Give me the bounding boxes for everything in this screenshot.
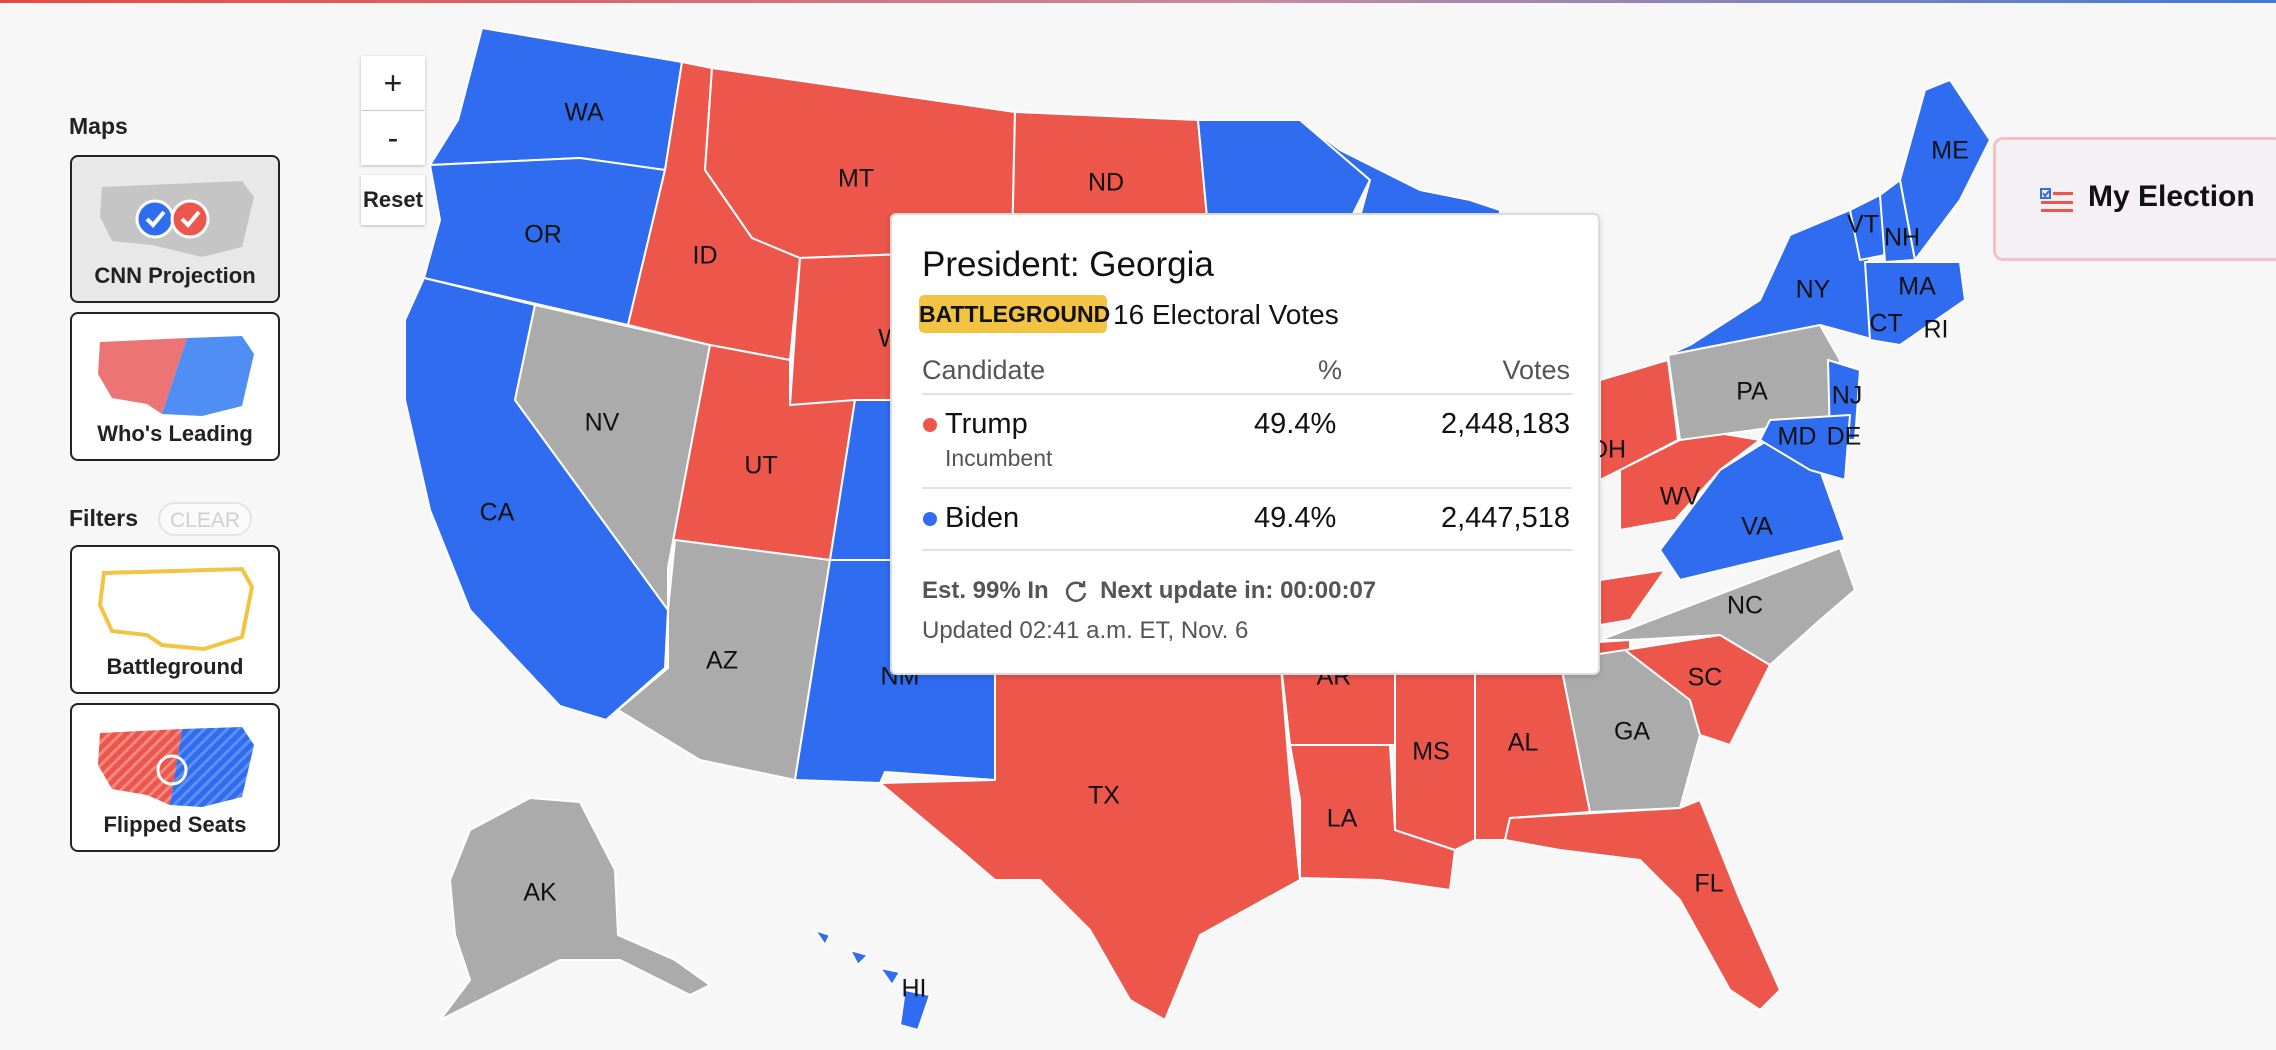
- label-va: VA: [1741, 513, 1773, 541]
- my-election-label: My Election: [2088, 180, 2255, 213]
- candidate-name: Trump: [945, 408, 1028, 440]
- label-nh: NH: [1884, 224, 1920, 252]
- label-me: ME: [1931, 137, 1969, 165]
- label-id: ID: [693, 242, 718, 270]
- state-nc[interactable]: [1599, 547, 1856, 666]
- candidate-votes: 2,448,183: [1440, 408, 1570, 440]
- state-fl[interactable]: [1504, 799, 1781, 1011]
- map-option-label: CNN Projection: [94, 263, 256, 288]
- next-update-text: Next update in: 00:00:07: [1100, 577, 1377, 604]
- label-fl: FL: [1694, 870, 1723, 898]
- us-map-flipped-icon: [98, 727, 254, 807]
- header-candidate: Candidate: [922, 355, 1046, 385]
- label-sc: SC: [1688, 664, 1723, 692]
- biden-color-dot: [923, 512, 937, 526]
- label-ny: NY: [1796, 276, 1831, 304]
- label-ri: RI: [1924, 316, 1949, 344]
- trump-color-dot: [923, 418, 937, 432]
- candidate-note: Incumbent: [945, 445, 1053, 471]
- label-ms: MS: [1412, 738, 1450, 766]
- label-wa: WA: [564, 99, 604, 127]
- label-nc: NC: [1727, 592, 1763, 620]
- tooltip-title: President: Georgia: [922, 245, 1214, 284]
- state-md-de[interactable]: [1759, 414, 1851, 481]
- ballot-list-icon: [2040, 188, 2073, 212]
- updated-time: Updated 02:41 a.m. ET, Nov. 6: [922, 617, 1249, 644]
- candidate-pct: 49.4%: [1254, 408, 1337, 440]
- top-accent-bar: [0, 0, 2276, 3]
- label-nj: NJ: [1832, 382, 1863, 410]
- label-la: LA: [1327, 805, 1358, 833]
- maps-heading: Maps: [69, 113, 128, 139]
- candidate-pct: 49.4%: [1254, 502, 1337, 534]
- candidate-votes: 2,447,518: [1440, 502, 1570, 534]
- state-ma-ct-ri[interactable]: [1864, 261, 1966, 346]
- label-de: DE: [1827, 423, 1862, 451]
- candidate-name: Biden: [945, 502, 1020, 534]
- state-wa[interactable]: [429, 27, 683, 171]
- header-votes: Votes: [1502, 355, 1570, 385]
- label-ut: UT: [744, 452, 777, 480]
- filter-label: Flipped Seats: [103, 812, 247, 837]
- divider: [922, 549, 1572, 551]
- battleground-badge: BATTLEGROUND: [919, 295, 1110, 333]
- filter-label: Battleground: [106, 654, 244, 679]
- clear-filters-button[interactable]: CLEAR: [158, 502, 252, 536]
- label-nd: ND: [1088, 169, 1124, 197]
- divider: [922, 393, 1572, 395]
- state-la[interactable]: [1289, 744, 1456, 891]
- refresh-icon: [1066, 581, 1087, 602]
- map-option-whos-leading[interactable]: Who's Leading: [70, 312, 280, 461]
- zoom-out-button[interactable]: -: [361, 111, 425, 165]
- label-nv: NV: [585, 409, 620, 437]
- label-vt: VT: [1847, 211, 1879, 239]
- label-mt: MT: [838, 165, 874, 193]
- estimate-status: Est. 99% In Next update in: 00:00:07: [922, 577, 1376, 605]
- my-election-button[interactable]: My Election: [1993, 137, 2276, 261]
- label-tx: TX: [1088, 782, 1120, 810]
- state-me[interactable]: [1899, 79, 1991, 261]
- map-option-cnn-projection[interactable]: CNN Projection: [70, 155, 280, 303]
- state-oh[interactable]: [1599, 359, 1679, 481]
- us-map-split-icon: [98, 336, 254, 416]
- estimate-text: Est. 99% In: [922, 577, 1049, 604]
- label-wv: WV: [1660, 483, 1701, 511]
- label-ga: GA: [1614, 718, 1650, 746]
- label-or: OR: [524, 221, 562, 249]
- us-outline-icon: [97, 566, 255, 652]
- state-hi[interactable]: [814, 929, 931, 1031]
- us-map-check-icon: [100, 181, 254, 257]
- state-tooltip: President: Georgia BATTLEGROUND 16 Elect…: [890, 213, 1600, 675]
- filters-heading: Filters: [69, 505, 139, 531]
- label-ct: CT: [1869, 310, 1902, 338]
- label-md: MD: [1778, 423, 1817, 451]
- divider: [922, 487, 1572, 489]
- label-al: AL: [1508, 729, 1539, 757]
- state-ok-tx[interactable]: [879, 649, 1301, 1021]
- label-ca: CA: [480, 499, 515, 527]
- label-hi: HI: [902, 975, 927, 1003]
- filter-flipped-seats[interactable]: Flipped Seats: [70, 703, 280, 852]
- electoral-votes: 16 Electoral Votes: [1113, 299, 1339, 330]
- label-pa: PA: [1736, 378, 1768, 406]
- map-option-label: Who's Leading: [97, 421, 253, 446]
- zoom-in-button[interactable]: +: [361, 56, 425, 110]
- state-ky-strip[interactable]: [1599, 569, 1666, 626]
- filter-battleground[interactable]: Battleground: [70, 545, 280, 694]
- label-ak: AK: [523, 879, 557, 907]
- state-ak[interactable]: [439, 797, 711, 1021]
- label-az: AZ: [706, 647, 738, 675]
- label-ma: MA: [1898, 273, 1936, 301]
- header-pct: %: [1318, 355, 1343, 385]
- reset-button[interactable]: Reset: [361, 175, 425, 225]
